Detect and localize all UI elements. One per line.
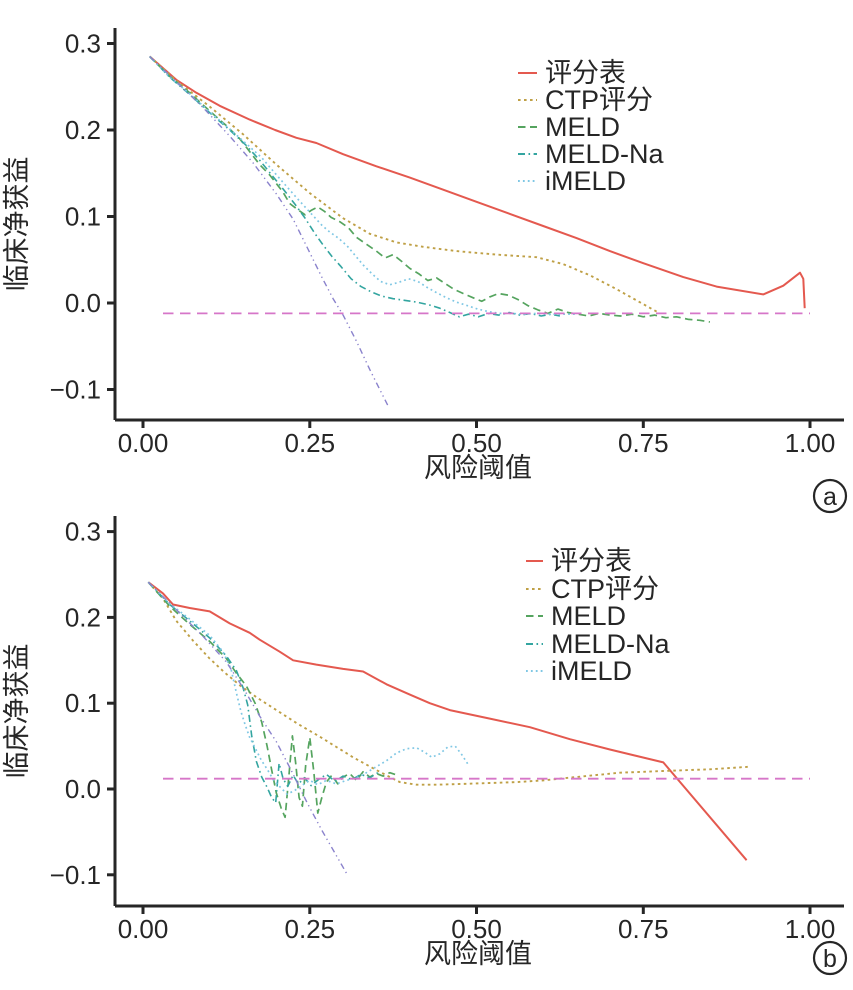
panel-a-legend-label-meld: MELD (545, 112, 620, 142)
panel-b-y-tick-label-1: 0.2 (65, 602, 101, 632)
panel-a-series-meld_na (149, 55, 561, 318)
panel-b-series-treat_all (147, 581, 348, 874)
panel-b-y-tick-label-4: −0.1 (50, 860, 101, 890)
panel-a-y-tick-label-0: 0.3 (65, 29, 101, 59)
panel-a-legend-label-ctp: CTP评分 (545, 85, 653, 115)
panel-a-y-tick-label-4: −0.1 (50, 375, 101, 405)
panel-a-series-meld (149, 55, 711, 323)
panel-a-legend-label-imeld: iMELD (545, 166, 626, 196)
panel-a-y-tick-label-2: 0.1 (65, 202, 101, 232)
panel-marker-a: a (823, 483, 837, 511)
panel-b-x-tick-label-1: 0.25 (284, 914, 335, 944)
panel-a-y-tick-label-1: 0.2 (65, 115, 101, 145)
panel-b-legend-label-score_table: 评分表 (551, 546, 632, 576)
panel-a-x-tick-label-0: 0.00 (118, 428, 169, 458)
panel-a-x-tick-label-2: 0.50 (451, 428, 502, 458)
x-axis-label-a: 风险阈值 (424, 453, 532, 483)
panel-marker-b: b (823, 945, 837, 973)
panel-b-y-tick-label-0: 0.3 (65, 517, 101, 547)
panel-b-x-tick-label-3: 0.75 (618, 914, 669, 944)
panel-b: 0.00 0.25 0.50 0.75 1.00 0.3 0.2 0.1 0.0 −0.1 评分表C… (50, 516, 844, 944)
panel-b-legend-label-meld_na: MELD-Na (551, 629, 671, 659)
panel-a-x-tick-label-4: 1.00 (785, 428, 836, 458)
y-axis-label-b: 临床净获益 (2, 644, 32, 779)
x-axis-label-b: 风险阈值 (424, 939, 532, 969)
panel-marker-a-circle (812, 478, 848, 514)
panel-a-series-score_table (149, 55, 806, 309)
panel-a-x-tick-label-3: 0.75 (618, 428, 669, 458)
panel-b-legend-label-ctp: CTP评分 (551, 574, 659, 604)
panel-b-x-tick-label-0: 0.00 (118, 914, 169, 944)
panel-a-legend-label-meld_na: MELD-Na (545, 139, 665, 169)
panel-a-y-tick-label-3: 0.0 (65, 288, 101, 318)
panel-a-series-ctp (149, 55, 658, 313)
panel-b-x-tick-label-2: 0.50 (451, 914, 502, 944)
panel-a-series-imeld (149, 55, 577, 316)
panel-b-series-score_table (147, 581, 748, 861)
panel-b-y-tick-label-3: 0.0 (65, 774, 101, 804)
panel-a-series-treat_all (149, 55, 390, 408)
panel-marker-b-circle (812, 940, 848, 976)
panel-b-series-imeld (147, 581, 470, 795)
panel-b-legend-label-meld: MELD (551, 601, 626, 631)
panel-a: 0.00 0.25 0.50 0.75 1.00 0.3 0.2 0.1 0.0 −0.1 评分表C… (50, 28, 844, 458)
panel-b-y-tick-label-2: 0.1 (65, 688, 101, 718)
panel-b-series-ctp (147, 581, 751, 786)
panel-a-x-tick-label-1: 0.25 (284, 428, 335, 458)
panel-b-legend-label-imeld: iMELD (551, 656, 632, 686)
panel-b-x-tick-label-4: 1.00 (785, 914, 836, 944)
panel-a-legend-label-score_table: 评分表 (545, 58, 626, 88)
y-axis-label-a: 临床净获益 (2, 157, 32, 292)
